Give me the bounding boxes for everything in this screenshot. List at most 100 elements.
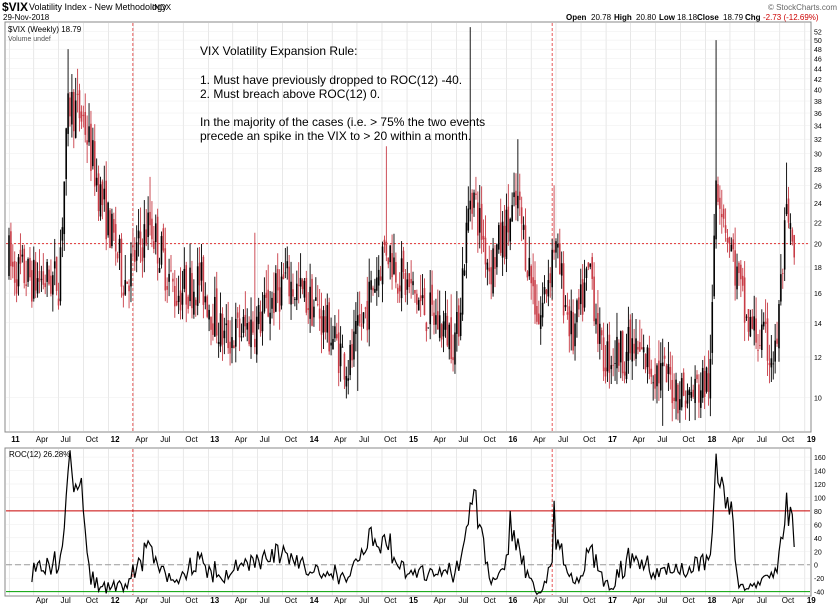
price-candle-body — [593, 276, 595, 322]
roc-x-tick-label: 16 — [508, 596, 517, 604]
roc-x-tick-label: 19 — [807, 596, 816, 604]
price-candle-body — [133, 250, 136, 262]
price-candle-body — [520, 207, 523, 224]
price-candle-body — [776, 338, 778, 344]
price-candle-body — [336, 334, 338, 339]
price-candle-body — [105, 180, 107, 240]
price-candle-body — [427, 327, 430, 329]
price-candle-body — [97, 173, 100, 212]
price-candle-body — [55, 256, 58, 291]
price-candle-body — [583, 282, 586, 308]
price-candle-body — [478, 208, 481, 233]
price-candle-body — [269, 312, 271, 324]
price-candle-body — [511, 205, 513, 222]
price-candle-body — [48, 269, 50, 285]
price-candle-body — [23, 248, 26, 284]
roc-x-tick-label: Jul — [61, 596, 71, 604]
price-candle-body — [496, 244, 498, 268]
price-candle-body — [625, 351, 628, 380]
price-candle-body — [648, 348, 651, 374]
price-candle-body — [621, 331, 624, 374]
price-candle-body — [292, 289, 294, 297]
price-candle-body — [545, 289, 548, 294]
price-candle-body — [132, 245, 134, 248]
price-candle-body — [139, 231, 142, 245]
price-candle-body — [553, 249, 555, 253]
roc-x-tick-label: Apr — [633, 596, 646, 604]
price-candle-body — [774, 340, 776, 362]
price-x-tick-label: 16 — [508, 435, 517, 444]
price-candle-body — [261, 311, 264, 332]
price-candle-body — [730, 244, 733, 252]
price-candle-body — [578, 297, 580, 310]
price-candle-body — [562, 263, 565, 316]
price-candle-body — [59, 247, 62, 302]
price-candle-body — [488, 267, 491, 272]
price-candle-body — [783, 220, 786, 270]
price-candle-body — [761, 324, 763, 350]
price-candle-body — [719, 197, 721, 209]
price-candle-body — [486, 262, 489, 270]
price-candle-body — [244, 314, 247, 327]
price-candle-body — [315, 297, 317, 301]
rule-annotation: VIX Volatility Expansion Rule: 1. Must h… — [200, 44, 485, 143]
price-candle-body — [34, 261, 37, 291]
roc-legend-label: ROC(12) 26.28% — [9, 450, 70, 459]
price-candle-body — [410, 278, 412, 284]
price-candle-body — [692, 389, 694, 397]
price-candle-body — [557, 243, 559, 248]
price-candle-body — [566, 312, 569, 315]
roc-panel — [4, 447, 812, 597]
close-value: 18.79 — [723, 13, 744, 22]
price-candle-body — [475, 193, 477, 195]
price-candle-body — [654, 374, 656, 389]
price-candle-body — [787, 198, 790, 223]
price-candle-body — [572, 312, 574, 351]
price-candle-body — [120, 238, 123, 287]
price-candle-body — [271, 297, 273, 309]
price-candle-body — [438, 315, 441, 338]
price-candle-body — [13, 261, 16, 283]
price-panel — [4, 21, 812, 433]
price-candle-body — [154, 223, 157, 243]
price-candle-body — [490, 267, 492, 285]
price-candle-body — [374, 288, 376, 293]
price-candle-body — [328, 302, 330, 352]
roc-x-tick-label: Apr — [434, 596, 447, 604]
price-candle-body — [93, 141, 96, 187]
price-candle-body — [532, 277, 534, 287]
price-candle-body — [602, 337, 605, 372]
price-candle-body — [366, 300, 369, 331]
price-candle-body — [174, 285, 176, 307]
price-candle-body — [301, 279, 304, 290]
price-candle-body — [677, 384, 679, 414]
price-candle-body — [372, 287, 374, 291]
price-candle-body — [639, 342, 641, 352]
price-candle-body — [194, 299, 197, 306]
price-candle-body — [113, 219, 115, 233]
price-candle-body — [250, 319, 252, 348]
price-y-tick-label: 48 — [814, 47, 822, 54]
price-candle-body — [240, 336, 243, 338]
price-x-axis: 11 Apr Jul Oct 12 Apr Jul Oct 13 Apr Jul Oct 14 Apr Ju… — [11, 435, 816, 444]
price-candle-body — [400, 258, 403, 299]
price-candle-body — [669, 367, 672, 375]
price-candle-body — [530, 265, 533, 284]
annotation-note-1: In the majority of the cases (i.e. > 75%… — [200, 115, 485, 129]
roc-x-tick-label: Apr — [334, 596, 347, 604]
price-x-tick-label: Oct — [86, 435, 99, 444]
price-candle-body — [398, 285, 401, 292]
price-candle-body — [383, 239, 386, 246]
price-candle-body — [555, 241, 557, 253]
price-x-tick-label: Oct — [285, 435, 298, 444]
price-candle-body — [309, 286, 311, 319]
price-candle-body — [560, 263, 563, 276]
roc-x-tick-label: Jul — [458, 596, 468, 604]
price-candle-body — [759, 345, 761, 346]
price-candle-body — [90, 123, 92, 171]
price-candle-body — [477, 202, 479, 236]
price-candle-body — [599, 323, 601, 344]
roc-y-tick-label: -20 — [814, 576, 824, 583]
price-candle-body — [32, 259, 35, 299]
price-x-tick-label: Apr — [732, 435, 745, 444]
